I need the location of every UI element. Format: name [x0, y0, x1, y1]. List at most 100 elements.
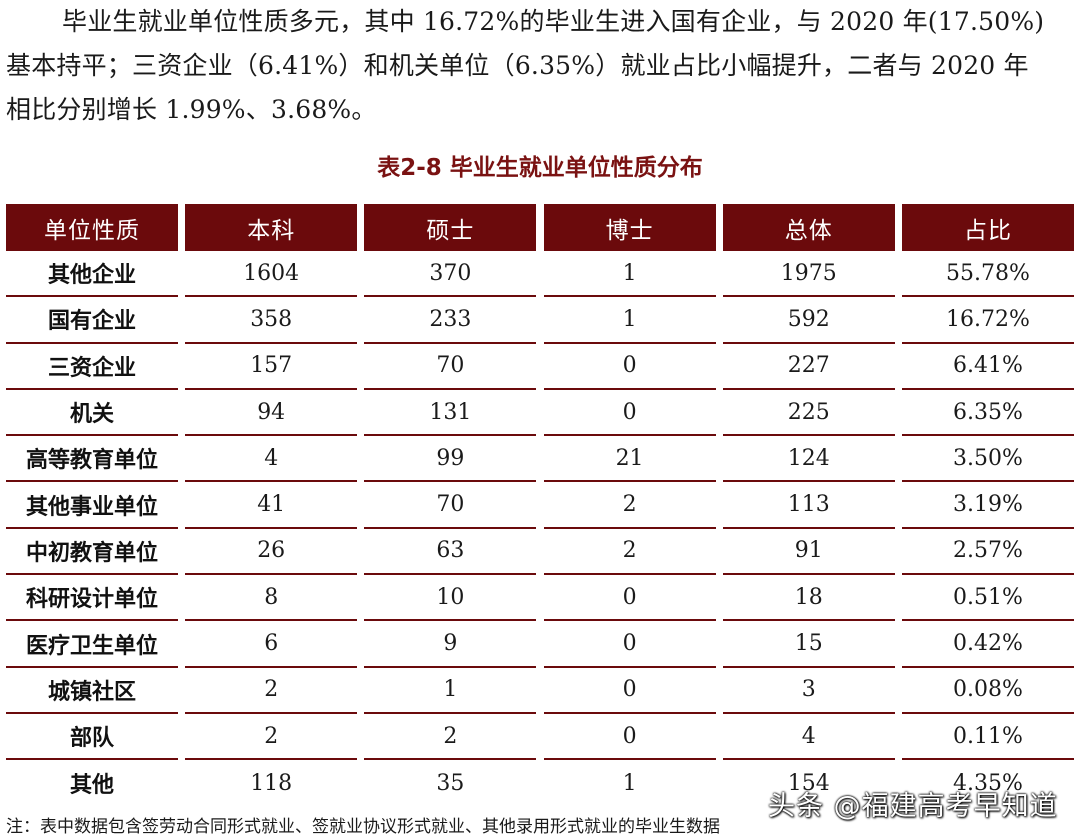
table-cell: 6.35% — [901, 390, 1074, 437]
table-cell: 15 — [722, 621, 895, 668]
table-cell: 94 — [185, 390, 358, 437]
table-cell: 2 — [543, 529, 716, 576]
table-cell: 2 — [185, 668, 358, 714]
table-row: 三资企业 157 70 0 227 6.41% — [6, 344, 1074, 390]
header-cell: 占比 — [901, 204, 1074, 251]
table-row: 中初教育单位 26 63 2 91 2.57% — [6, 529, 1074, 576]
table-cell: 227 — [722, 344, 895, 390]
table-row: 其他企业 1604 370 1 1975 55.78% — [6, 251, 1074, 298]
table-cell: 4 — [185, 436, 358, 483]
row-label-cell: 城镇社区 — [6, 668, 178, 714]
table-cell: 2.57% — [901, 529, 1074, 576]
table-cell: 124 — [722, 436, 895, 483]
table-cell: 0 — [543, 390, 716, 437]
table-cell: 70 — [364, 482, 537, 529]
table-body: 其他企业 1604 370 1 1975 55.78% 国有企业 358 233 1 592 16.7… — [6, 251, 1074, 807]
header-cell: 硕士 — [364, 204, 537, 251]
table-cell: 0.08% — [901, 668, 1074, 714]
table-cell: 225 — [722, 390, 895, 437]
table-cell: 118 — [250, 770, 293, 796]
intro-line-3: 相比分别增长 1.99%、3.68%。 — [6, 95, 377, 124]
table-cell: 233 — [364, 297, 537, 344]
table-note: 注：表中数据包含签劳动合同形式就业、签就业协议形式就业、其他录用形式就业的毕业生… — [6, 817, 720, 837]
table-cell: 8 — [185, 575, 358, 622]
table-row: 城镇社区 2 1 0 3 0.08% — [6, 668, 1074, 714]
table-cell: 63 — [364, 529, 537, 576]
table-cell: 0.42% — [901, 621, 1074, 668]
row-label-cell: 三资企业 — [6, 344, 178, 390]
header-cell: 单位性质 — [6, 204, 178, 251]
row-label-cell: 其他 — [69, 773, 114, 799]
row-label-cell: 中初教育单位 — [6, 529, 178, 576]
table-cell: 99 — [364, 436, 537, 483]
table-cell: 16.72% — [901, 297, 1074, 344]
table-cell: 592 — [722, 297, 895, 344]
table-cell: 0 — [543, 714, 716, 761]
table-cell: 3 — [722, 668, 895, 714]
table-cell: 0 — [543, 344, 716, 390]
table-caption: 表2-8 毕业生就业单位性质分布 — [377, 155, 703, 181]
table-row: 机关 94 131 0 225 6.35% — [6, 390, 1074, 437]
table-cell: 1604 — [185, 251, 358, 298]
table-row: 国有企业 358 233 1 592 16.72% — [6, 297, 1074, 344]
table-row: 部队 2 2 0 4 0.11% — [6, 714, 1074, 761]
table-cell: 6 — [185, 621, 358, 668]
row-label-cell: 部队 — [6, 714, 178, 761]
table-row: 其他事业单位 41 70 2 113 3.19% — [6, 482, 1074, 529]
row-label-cell: 科研设计单位 — [6, 575, 178, 622]
header-cell: 博士 — [543, 204, 716, 251]
table-header-row: 单位性质 本科 硕士 博士 总体 占比 — [6, 204, 1074, 251]
table-cell: 91 — [722, 529, 895, 576]
table-cell: 3.50% — [901, 436, 1074, 483]
row-label-cell: 其他事业单位 — [6, 482, 178, 529]
table-cell: 70 — [364, 344, 537, 390]
header-cell: 总体 — [722, 204, 895, 251]
table-cell: 2 — [185, 714, 358, 761]
row-label-cell: 机关 — [6, 390, 178, 437]
table-cell: 358 — [185, 297, 358, 344]
table-cell: 35 — [436, 770, 465, 796]
table-cell: 1975 — [722, 251, 895, 298]
table-cell: 21 — [543, 436, 716, 483]
table-cell: 26 — [185, 529, 358, 576]
table-cell: 154 — [787, 770, 830, 796]
table-cell: 131 — [364, 390, 537, 437]
table-cell: 6.41% — [901, 344, 1074, 390]
table-cell: 0 — [543, 575, 716, 622]
table-cell: 0.11% — [901, 714, 1074, 761]
table-cell: 1 — [622, 770, 637, 796]
table-row: 科研设计单位 8 10 0 18 0.51% — [6, 575, 1074, 622]
table-cell: 0 — [543, 668, 716, 714]
row-label-cell: 国有企业 — [6, 297, 178, 344]
table-cell: 113 — [722, 482, 895, 529]
table-cell: 18 — [722, 575, 895, 622]
table-cell: 4 — [722, 714, 895, 761]
table-cell: 4.35% — [952, 770, 1023, 796]
table-cell: 9 — [364, 621, 537, 668]
table-cell: 0 — [543, 621, 716, 668]
table-cell: 2 — [364, 714, 537, 761]
row-label-cell: 高等教育单位 — [6, 436, 178, 483]
table-cell: 10 — [364, 575, 537, 622]
row-label-cell: 医疗卫生单位 — [6, 621, 178, 668]
table-row: 其他 118 35 1 154 4.35% — [6, 760, 1074, 806]
watermark-text: 头条 @福建高考早知道 — [768, 791, 1058, 822]
intro-line-1: 毕业生就业单位性质多元，其中 16.72%的毕业生进入国有企业，与 2020 年… — [62, 7, 1045, 36]
table-cell: 41 — [185, 482, 358, 529]
employment-table: 单位性质 本科 硕士 博士 总体 占比 其他企业 1604 370 1 1975 55.7… — [6, 204, 1074, 807]
table-cell: 3.19% — [901, 482, 1074, 529]
table-row: 医疗卫生单位 6 9 0 15 0.42% — [6, 621, 1074, 668]
table-cell: 2 — [543, 482, 716, 529]
intro-paragraph: 毕业生就业单位性质多元，其中 16.72%的毕业生进入国有企业，与 2020 年… — [6, 0, 1076, 132]
table-cell: 1 — [364, 668, 537, 714]
intro-line-2: 基本持平；三资企业（6.41%）和机关单位（6.35%）就业占比小幅提升，二者与… — [6, 51, 1029, 80]
table-cell: 55.78% — [901, 251, 1074, 298]
table-cell: 157 — [185, 344, 358, 390]
table-row: 高等教育单位 4 99 21 124 3.50% — [6, 436, 1074, 483]
table-cell: 1 — [543, 251, 716, 298]
table-cell: 370 — [364, 251, 537, 298]
header-cell: 本科 — [185, 204, 358, 251]
table-cell: 1 — [543, 297, 716, 344]
row-label-cell: 其他企业 — [6, 251, 178, 298]
table-cell: 0.51% — [901, 575, 1074, 622]
